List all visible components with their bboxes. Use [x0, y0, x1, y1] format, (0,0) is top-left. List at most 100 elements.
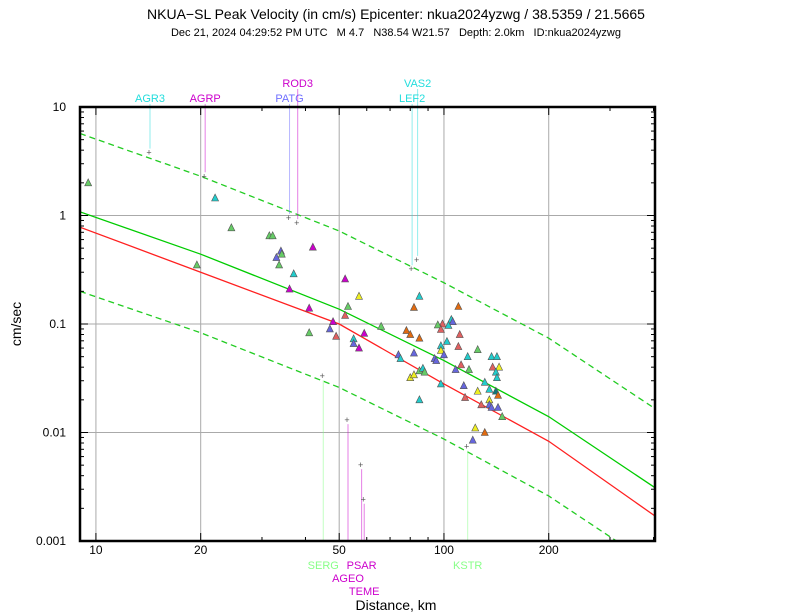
data-point: [268, 231, 277, 240]
station-label: LEF2: [399, 93, 425, 105]
data-point: [471, 423, 480, 432]
data-point: [341, 310, 350, 319]
data-point: [454, 341, 463, 350]
data-point: [344, 301, 352, 310]
station-label: KSTR: [453, 560, 482, 572]
data-point: [455, 329, 464, 338]
station-marker-plus: +: [320, 371, 325, 381]
station-label: AGR3: [135, 93, 165, 105]
x-tick-label: 100: [434, 543, 454, 557]
y-tick-label: 1: [59, 209, 66, 223]
station-marker-plus: +: [286, 213, 291, 223]
data-point: [341, 274, 350, 283]
station-marker-plus: +: [202, 171, 207, 181]
data-point: [211, 193, 220, 202]
data-point: [451, 364, 460, 373]
data-point: [420, 367, 429, 376]
station-label: ROD3: [282, 78, 313, 90]
data-point: [402, 325, 411, 334]
x-axis-label: Distance, km: [356, 597, 437, 612]
data-point: [84, 178, 93, 187]
data-point: [464, 364, 473, 373]
curve-lower: [80, 290, 618, 541]
x-tick-label: 10: [89, 543, 103, 557]
station-marker-plus: +: [414, 255, 419, 265]
data-point: [415, 333, 424, 342]
data-point: [495, 362, 504, 371]
data-point: [492, 373, 501, 381]
data-point: [473, 344, 482, 353]
station-label: TEME: [349, 586, 380, 598]
data-point: [487, 402, 496, 411]
data-point: [355, 291, 363, 300]
station-labels: + AGR3 + AGRP + PATG + ROD3 + LEF2 + VAS2 + SERG + AGEO…: [135, 78, 482, 598]
data-point: [377, 321, 386, 330]
data-point: [436, 324, 445, 333]
data-point: [277, 249, 286, 258]
data-point: [461, 392, 470, 401]
data-point: [289, 269, 298, 278]
data-points: [84, 178, 507, 444]
data-point: [442, 336, 451, 345]
data-point: [436, 345, 445, 354]
station-marker-plus: +: [294, 218, 299, 228]
station-label: PATG: [275, 93, 303, 105]
station-label: VAS2: [404, 78, 431, 90]
station-label: PSAR: [347, 560, 377, 572]
curve-alternate: [80, 226, 655, 517]
data-point: [305, 328, 314, 337]
data-point: [409, 302, 418, 311]
data-point: [409, 348, 418, 357]
grid: [80, 106, 655, 542]
data-point: [494, 390, 503, 399]
data-point: [406, 329, 415, 338]
y-tick-label: 0.001: [36, 534, 66, 548]
data-point: [355, 343, 363, 352]
station-marker-plus: +: [358, 460, 363, 470]
ticks: 10 20 50 100 200 10 1 0.1 0.01 0.001: [36, 100, 655, 557]
data-point: [468, 435, 477, 444]
data-point: [432, 355, 441, 364]
data-point: [436, 379, 445, 388]
data-point: [285, 284, 294, 293]
data-point: [473, 386, 482, 395]
data-point: [487, 351, 496, 360]
y-tick-label: 0.01: [43, 426, 67, 440]
station-marker-plus: +: [408, 264, 413, 274]
data-point: [415, 395, 424, 404]
data-point: [438, 319, 447, 328]
data-point: [498, 411, 507, 420]
data-point: [305, 303, 314, 312]
data-point: [415, 291, 424, 300]
station-label: SERG: [308, 560, 339, 572]
data-point: [444, 320, 453, 329]
data-point: [308, 242, 317, 251]
data-point: [275, 260, 284, 269]
data-point: [396, 353, 405, 362]
station-marker-plus: +: [344, 415, 349, 425]
data-point: [329, 317, 338, 326]
data-point: [485, 384, 494, 393]
x-tick-label: 20: [194, 543, 208, 557]
data-point: [457, 360, 466, 369]
curve-upper: [80, 132, 655, 410]
data-point: [439, 350, 448, 359]
data-point: [480, 427, 489, 436]
station-marker-plus: +: [146, 148, 151, 158]
data-point: [477, 400, 486, 409]
y-tick-label: 0.1: [49, 317, 66, 331]
data-point: [463, 351, 472, 360]
data-point: [492, 351, 501, 360]
station-label: AGEO: [332, 573, 364, 585]
data-point: [488, 362, 497, 371]
data-point: [409, 370, 418, 379]
y-axis-label: cm/sec: [8, 302, 24, 346]
data-point: [480, 377, 489, 386]
data-point: [349, 338, 358, 347]
chart-title: NKUA−SL Peak Velocity (in cm/s) Epicente…: [147, 6, 645, 22]
station-marker-plus: +: [464, 442, 469, 452]
data-point: [360, 328, 369, 337]
x-tick-label: 50: [333, 543, 347, 557]
data-point: [332, 331, 341, 340]
data-point: [227, 223, 236, 232]
